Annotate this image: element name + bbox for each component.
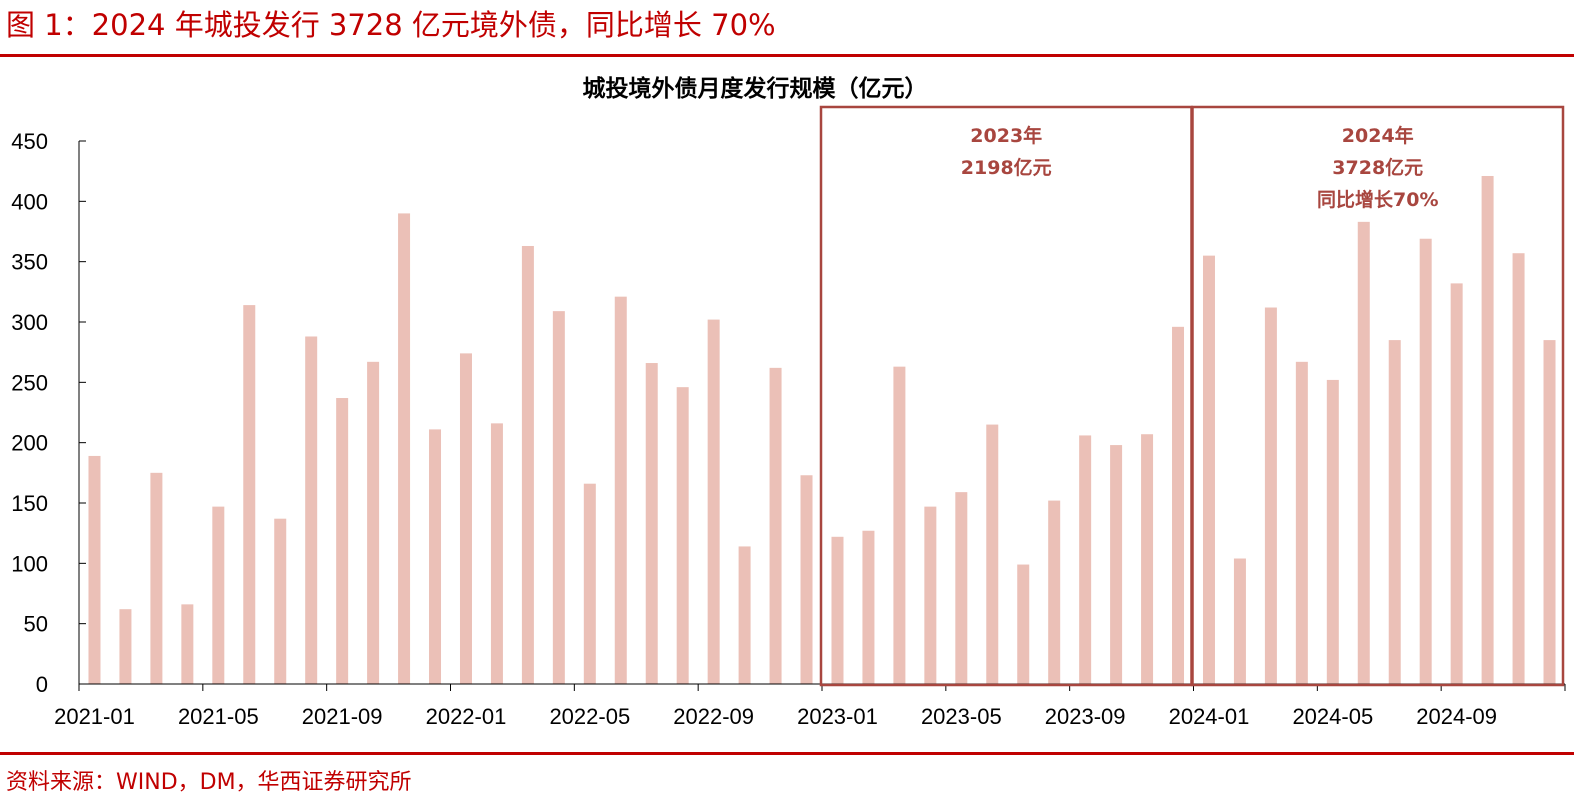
bar-2021-01 — [88, 455, 101, 684]
annotation-text-0-1: 2198亿元 — [961, 156, 1052, 179]
y-tick-label-400: 400 — [11, 189, 48, 214]
bar-2024-10 — [1481, 175, 1494, 685]
figure-title: 图 1：2024 年城投发行 3728 亿元境外债，同比增长 70% — [6, 8, 776, 42]
x-tick-label-2024-01: 2024-01 — [1169, 704, 1250, 729]
bar-2022-03 — [521, 245, 534, 685]
bar-2021-03 — [150, 472, 163, 684]
x-tick-label-2024-09: 2024-09 — [1416, 704, 1497, 729]
chart-title: 城投境外债月度发行规模（亿元） — [583, 75, 928, 102]
bar-2024-11 — [1512, 253, 1525, 684]
bottom-divider — [0, 752, 1574, 755]
bar-2021-11 — [398, 213, 411, 684]
bar-2021-12 — [429, 429, 442, 684]
bar-2024-02 — [1233, 558, 1246, 684]
annotation-box-0 — [819, 105, 1193, 687]
bar-2021-02 — [119, 609, 132, 684]
bar-2024-08 — [1419, 238, 1432, 685]
bar-2022-05 — [583, 483, 596, 684]
y-tick-label-0: 0 — [36, 672, 48, 697]
bar-2024-01 — [1202, 255, 1215, 684]
bar-2023-06 — [986, 424, 999, 684]
bar-2022-09 — [707, 319, 720, 684]
bar-2023-09 — [1079, 435, 1092, 684]
annotation-text-1-0: 2024年 — [1342, 124, 1414, 147]
annotation-text-1-1: 3728亿元 — [1332, 156, 1423, 179]
annotation-text-1-2: 同比增长70% — [1317, 188, 1438, 211]
bar-2023-07 — [1017, 564, 1030, 684]
bar-2023-11 — [1141, 434, 1154, 684]
y-tick-label-300: 300 — [11, 310, 48, 335]
y-tick-label-50: 50 — [24, 612, 48, 637]
bar-2023-04 — [924, 506, 937, 684]
bar-2022-06 — [614, 296, 627, 684]
bar-2022-07 — [645, 363, 658, 684]
x-tick-label-2022-09: 2022-09 — [673, 704, 754, 729]
x-tick-label-2021-01: 2021-01 — [54, 704, 135, 729]
y-tick-label-150: 150 — [11, 491, 48, 516]
top-divider — [0, 54, 1574, 57]
x-tick-label-2023-09: 2023-09 — [1045, 704, 1126, 729]
x-tick-label-2022-05: 2022-05 — [549, 704, 630, 729]
x-tick-label-2023-05: 2023-05 — [921, 704, 1002, 729]
bar-2023-08 — [1048, 500, 1061, 684]
bar-2023-10 — [1110, 445, 1123, 684]
x-tick-label-2024-05: 2024-05 — [1292, 704, 1373, 729]
bar-2023-12 — [1172, 326, 1185, 684]
y-tick-label-100: 100 — [11, 551, 48, 576]
annotation-text-0-0: 2023年 — [970, 124, 1042, 147]
bar-2022-04 — [552, 311, 565, 684]
bar-2024-12 — [1543, 340, 1556, 684]
bar-2024-09 — [1450, 283, 1463, 684]
bar-2024-03 — [1264, 307, 1277, 684]
bar-2021-07 — [274, 518, 287, 684]
bar-2022-02 — [490, 423, 503, 684]
bar-2023-02 — [862, 530, 875, 684]
bar-2021-05 — [212, 506, 225, 684]
x-tick-label-2021-09: 2021-09 — [302, 704, 383, 729]
plot-area: 0 50 100 150 200 250 300 350 400 450 2021-01 2021-0… — [11, 105, 1566, 729]
bar-2024-07 — [1388, 340, 1401, 684]
bar-2022-10 — [738, 546, 751, 684]
bar-2022-11 — [769, 367, 782, 684]
bar-2023-05 — [955, 492, 968, 684]
bar-2022-01 — [459, 353, 472, 684]
bar-2022-08 — [676, 387, 689, 684]
bar-2023-01 — [831, 536, 844, 684]
bar-2021-09 — [336, 398, 349, 684]
bar-2021-04 — [181, 604, 194, 684]
annotation-box-1 — [1191, 105, 1565, 687]
bar-2021-08 — [305, 336, 318, 684]
x-tick-label-2021-05: 2021-05 — [178, 704, 259, 729]
x-tick-label-2023-01: 2023-01 — [797, 704, 878, 729]
bar-2023-03 — [893, 366, 906, 684]
bar-2024-06 — [1357, 221, 1370, 684]
bar-2024-05 — [1326, 379, 1339, 684]
bar-2022-12 — [800, 475, 813, 684]
y-tick-label-350: 350 — [11, 250, 48, 275]
y-tick-label-450: 450 — [11, 129, 48, 154]
bar-2024-04 — [1295, 361, 1308, 684]
bar-2021-10 — [367, 361, 380, 684]
x-tick-label-2022-01: 2022-01 — [426, 704, 507, 729]
y-tick-label-200: 200 — [11, 431, 48, 456]
y-tick-label-250: 250 — [11, 370, 48, 395]
bar-chart: 城投境外债月度发行规模（亿元） 0 50 100 150 200 250 300 350 400… — [11, 75, 1566, 729]
bar-2021-06 — [243, 305, 256, 684]
source-note: 资料来源：WIND，DM，华西证券研究所 — [6, 770, 412, 795]
